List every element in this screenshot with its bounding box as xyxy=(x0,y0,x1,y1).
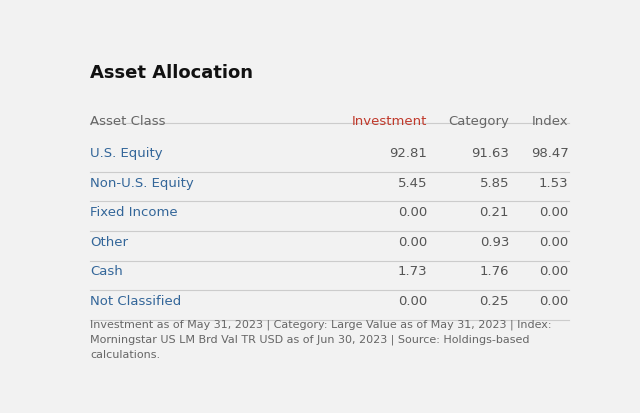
Text: 0.21: 0.21 xyxy=(479,206,509,218)
Text: 0.00: 0.00 xyxy=(398,206,428,218)
Text: Non-U.S. Equity: Non-U.S. Equity xyxy=(90,176,194,189)
Text: 0.00: 0.00 xyxy=(540,294,568,307)
Text: 0.00: 0.00 xyxy=(398,294,428,307)
Text: 1.53: 1.53 xyxy=(539,176,568,189)
Text: Fixed Income: Fixed Income xyxy=(90,206,177,218)
Text: Other: Other xyxy=(90,235,128,248)
Text: Not Classified: Not Classified xyxy=(90,294,181,307)
Text: Category: Category xyxy=(448,115,509,128)
Text: Asset Class: Asset Class xyxy=(90,115,165,128)
Text: 91.63: 91.63 xyxy=(471,147,509,159)
Text: 92.81: 92.81 xyxy=(389,147,428,159)
Text: Investment as of May 31, 2023 | Category: Large Value as of May 31, 2023 | Index: Investment as of May 31, 2023 | Category… xyxy=(90,318,552,359)
Text: Index: Index xyxy=(532,115,568,128)
Text: Cash: Cash xyxy=(90,265,123,278)
Text: 0.00: 0.00 xyxy=(540,265,568,278)
Text: 0.25: 0.25 xyxy=(479,294,509,307)
Text: 1.73: 1.73 xyxy=(397,265,428,278)
Text: 0.00: 0.00 xyxy=(540,235,568,248)
Text: 0.00: 0.00 xyxy=(540,206,568,218)
Text: Investment: Investment xyxy=(352,115,428,128)
Text: 0.93: 0.93 xyxy=(479,235,509,248)
Text: U.S. Equity: U.S. Equity xyxy=(90,147,163,159)
Text: 98.47: 98.47 xyxy=(531,147,568,159)
Text: 0.00: 0.00 xyxy=(398,235,428,248)
Text: 5.45: 5.45 xyxy=(397,176,428,189)
Text: 5.85: 5.85 xyxy=(479,176,509,189)
Text: 1.76: 1.76 xyxy=(479,265,509,278)
Text: Asset Allocation: Asset Allocation xyxy=(90,64,253,82)
